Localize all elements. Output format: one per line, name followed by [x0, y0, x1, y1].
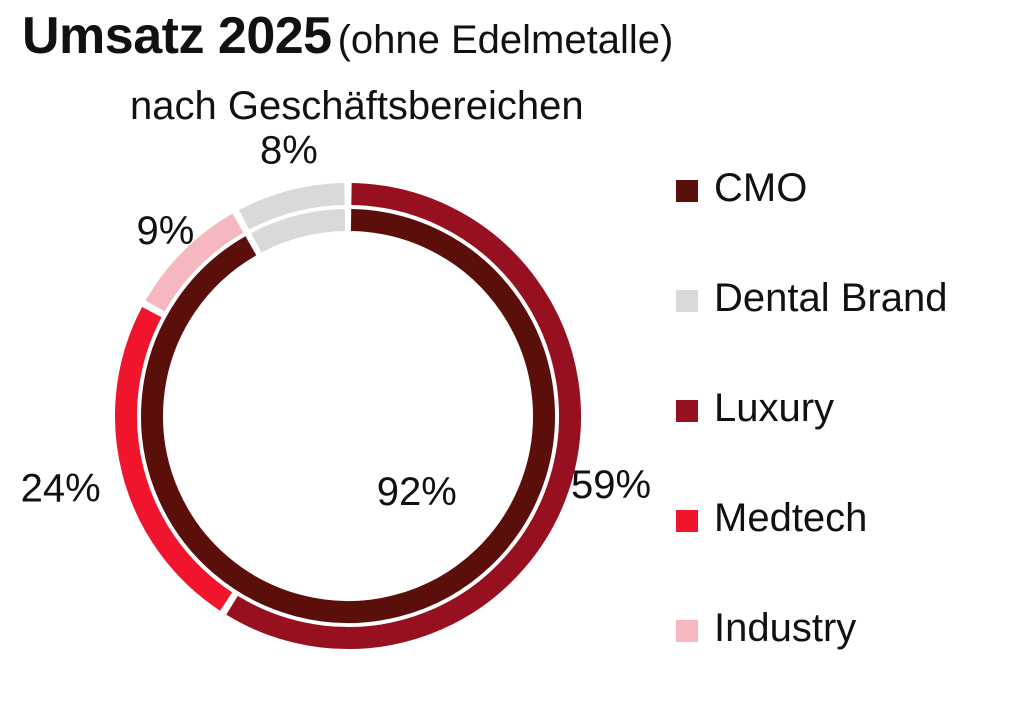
data-label-outer-dental-brand: 8% — [260, 128, 318, 172]
legend-label-dental-brand: Dental Brand — [714, 276, 948, 320]
inner-ring-slice-dental-brand — [251, 209, 346, 253]
outer-ring-slice-luxury — [226, 183, 581, 649]
legend-item-cmo: CMO — [676, 160, 947, 270]
outer-ring-slice-medtech — [115, 306, 233, 611]
data-label-outer-medtech: 24% — [21, 467, 101, 511]
outer-ring-slice-industry — [145, 213, 244, 312]
legend-label-cmo: CMO — [714, 166, 808, 210]
legend-swatch-industry — [676, 620, 698, 642]
legend-label-luxury: Luxury — [714, 386, 835, 430]
legend-swatch-dental-brand — [676, 290, 698, 312]
donut-chart: 92% 59% 24% 9% 8% — [21, 128, 651, 649]
inner-ring-slice-cmo — [141, 209, 555, 623]
legend-label-industry: Industry — [714, 606, 857, 650]
legend-swatch-cmo — [676, 180, 698, 202]
data-label-outer-luxury: 59% — [571, 463, 651, 507]
chart-legend: CMO Dental Brand Luxury Medtech Industry — [676, 160, 947, 710]
data-label-inner-cmo: 92% — [377, 470, 457, 514]
chart-title: Umsatz 2025 — [22, 7, 332, 65]
legend-item-luxury: Luxury — [676, 380, 947, 490]
outer-ring-slice-dental-brand — [238, 183, 345, 230]
legend-item-dental-brand: Dental Brand — [676, 270, 947, 380]
chart-title-note: (ohne Edelmetalle) — [337, 18, 674, 62]
legend-swatch-medtech — [676, 510, 698, 532]
chart-title-line: Umsatz 2025 (ohne Edelmetalle) — [22, 10, 673, 62]
legend-label-medtech: Medtech — [714, 496, 868, 540]
legend-item-medtech: Medtech — [676, 490, 947, 600]
chart-subtitle: nach Geschäftsbereichen — [130, 84, 584, 128]
legend-item-industry: Industry — [676, 600, 947, 710]
legend-swatch-luxury — [676, 400, 698, 422]
data-label-outer-industry: 9% — [136, 209, 194, 253]
